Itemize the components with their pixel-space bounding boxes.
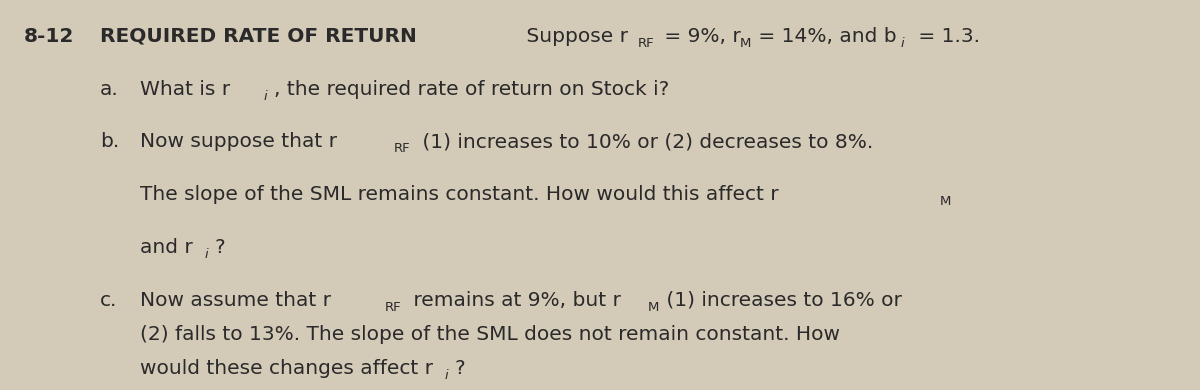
Text: RF: RF	[394, 142, 410, 155]
Text: i: i	[264, 90, 268, 103]
Text: would these changes affect r: would these changes affect r	[140, 359, 433, 378]
Text: i: i	[901, 37, 905, 50]
Text: i: i	[205, 248, 209, 261]
Text: Now assume that r: Now assume that r	[140, 291, 331, 310]
Text: Suppose r: Suppose r	[520, 27, 628, 46]
Text: RF: RF	[385, 301, 402, 314]
Text: 8-12: 8-12	[24, 27, 74, 46]
Text: = 1.3.: = 1.3.	[912, 27, 980, 46]
Text: remains at 9%, but r: remains at 9%, but r	[407, 291, 620, 310]
Text: M: M	[740, 37, 751, 50]
Text: RF: RF	[638, 37, 655, 50]
Text: a.: a.	[100, 80, 119, 99]
Text: REQUIRED RATE OF RETURN: REQUIRED RATE OF RETURN	[100, 27, 416, 46]
Text: (2) falls to 13%. The slope of the SML does not remain constant. How: (2) falls to 13%. The slope of the SML d…	[140, 325, 840, 344]
Text: , the required rate of return on Stock i?: , the required rate of return on Stock i…	[274, 80, 670, 99]
Text: Now suppose that r: Now suppose that r	[140, 132, 337, 151]
Text: (1) increases to 16% or: (1) increases to 16% or	[660, 291, 902, 310]
Text: c.: c.	[100, 291, 118, 310]
Text: = 9%, r: = 9%, r	[658, 27, 740, 46]
Text: ?: ?	[455, 359, 466, 378]
Text: M: M	[648, 301, 659, 314]
Text: b.: b.	[100, 132, 119, 151]
Text: and r: and r	[140, 238, 193, 257]
Text: M: M	[940, 195, 952, 208]
Text: The slope of the SML remains constant. How would this affect r: The slope of the SML remains constant. H…	[140, 185, 779, 204]
Text: What is r: What is r	[140, 80, 230, 99]
Text: (1) increases to 10% or (2) decreases to 8%.: (1) increases to 10% or (2) decreases to…	[416, 132, 874, 151]
Text: ?: ?	[215, 238, 226, 257]
Text: = 14%, and b: = 14%, and b	[752, 27, 896, 46]
Text: i: i	[445, 369, 449, 382]
